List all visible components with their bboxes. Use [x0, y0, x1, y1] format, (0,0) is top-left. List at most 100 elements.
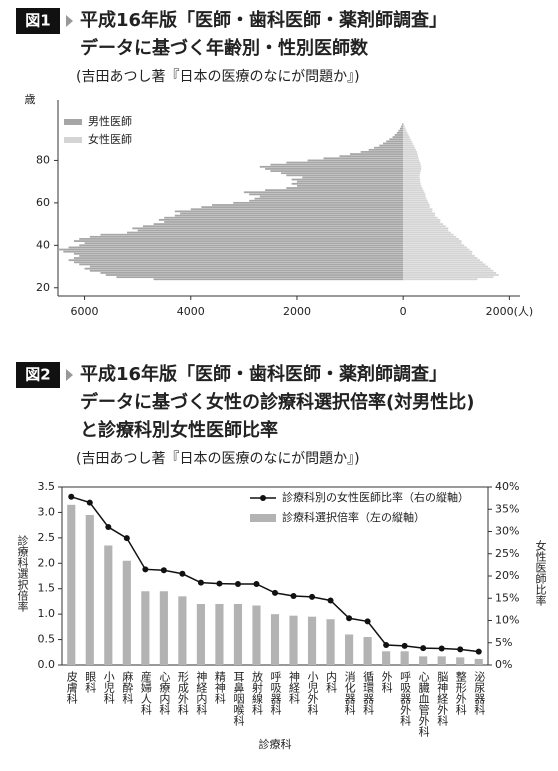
bar [403, 261, 483, 264]
y-tick-label: 60 [36, 196, 50, 209]
x-tick-label: 6000 [71, 305, 99, 318]
x-tick-label: 内科 [325, 670, 338, 693]
bar [174, 210, 404, 213]
bar [254, 197, 404, 200]
bar [289, 615, 298, 665]
legend-label: 診療科別の女性医師比率（右の縦軸） [282, 490, 469, 504]
bar [291, 178, 404, 181]
bar [403, 201, 429, 204]
marker [438, 645, 445, 652]
y-tick-label: 2.0 [38, 556, 56, 569]
bar [403, 129, 407, 132]
bar [399, 127, 404, 130]
bar [403, 142, 413, 145]
bar [85, 514, 94, 665]
bar [403, 231, 451, 234]
triangle [66, 15, 73, 27]
bar [403, 172, 421, 175]
bar [249, 199, 404, 202]
bar [403, 165, 422, 168]
marker [105, 524, 112, 531]
bar [180, 212, 404, 215]
bar [403, 195, 426, 198]
title-line: と診療科別女性医師比率 [80, 419, 278, 441]
bar [389, 138, 404, 141]
bar [89, 235, 404, 238]
bar [212, 204, 404, 206]
bar [403, 221, 441, 223]
x-axis-title: 診療科 [259, 737, 292, 751]
y2-tick-label: 25% [495, 547, 519, 560]
bar [307, 159, 404, 162]
bar [68, 246, 404, 249]
bar [243, 191, 404, 194]
bar [79, 263, 404, 266]
bar [403, 134, 409, 136]
bar [137, 229, 404, 232]
bar [403, 208, 433, 211]
bar [403, 212, 436, 215]
bar [286, 161, 404, 164]
marker [86, 499, 93, 506]
legend-label: 診療科選択倍率（左の縦軸） [282, 510, 425, 524]
bar [403, 267, 491, 270]
bar [100, 233, 404, 236]
legend-label: 男性医師 [88, 114, 132, 128]
bar [286, 174, 404, 177]
subtitle: (吉田あつし著『日本の医療のなにが問題か』) [76, 68, 360, 85]
y-tick-label: 3.0 [38, 505, 56, 518]
bar [403, 206, 430, 209]
bar [249, 193, 404, 196]
bar [401, 125, 404, 128]
bar [104, 545, 113, 665]
marker [290, 593, 297, 600]
bar [403, 240, 462, 242]
marker [216, 580, 223, 587]
x-tick-label: 泌尿器科 [473, 671, 486, 715]
bar [403, 269, 494, 272]
marker [420, 645, 427, 652]
bar [403, 248, 470, 251]
bar [403, 252, 473, 255]
bar [153, 278, 404, 281]
bar [403, 131, 408, 134]
y-tick-label: 3.5 [38, 480, 56, 493]
bar [403, 225, 446, 228]
x-tick-label: 心療内科 [158, 671, 171, 715]
x-tick-label: 呼吸器科 [269, 671, 282, 715]
bar [403, 176, 420, 179]
bar [386, 140, 404, 143]
marker [475, 648, 482, 655]
bar [474, 658, 483, 665]
figure-label: 図2 [25, 366, 50, 384]
bar [89, 265, 404, 268]
bar [403, 125, 405, 128]
bar [403, 257, 478, 259]
bar [174, 214, 404, 217]
y-tick-label: 80 [36, 153, 50, 166]
bar [403, 161, 421, 164]
bar [403, 227, 449, 230]
marker [309, 593, 316, 600]
marker [327, 597, 334, 604]
bar [403, 229, 449, 232]
y-axis-label: 歳 [25, 93, 36, 106]
y2-tick-label: 0% [495, 658, 512, 671]
bar [196, 603, 205, 665]
bar [296, 185, 404, 187]
bar [403, 185, 422, 187]
bar [403, 136, 410, 138]
bar [153, 223, 404, 225]
bar [403, 148, 416, 151]
y2-tick-label: 10% [495, 614, 519, 627]
x-tick-label: 2000(人) [486, 305, 534, 318]
marker [179, 570, 186, 577]
bar [403, 170, 421, 172]
marker [197, 579, 204, 586]
bar [127, 231, 404, 234]
bar [403, 265, 489, 268]
bar [350, 153, 404, 155]
bar [215, 603, 224, 665]
bar [403, 187, 423, 189]
bar [79, 255, 404, 257]
